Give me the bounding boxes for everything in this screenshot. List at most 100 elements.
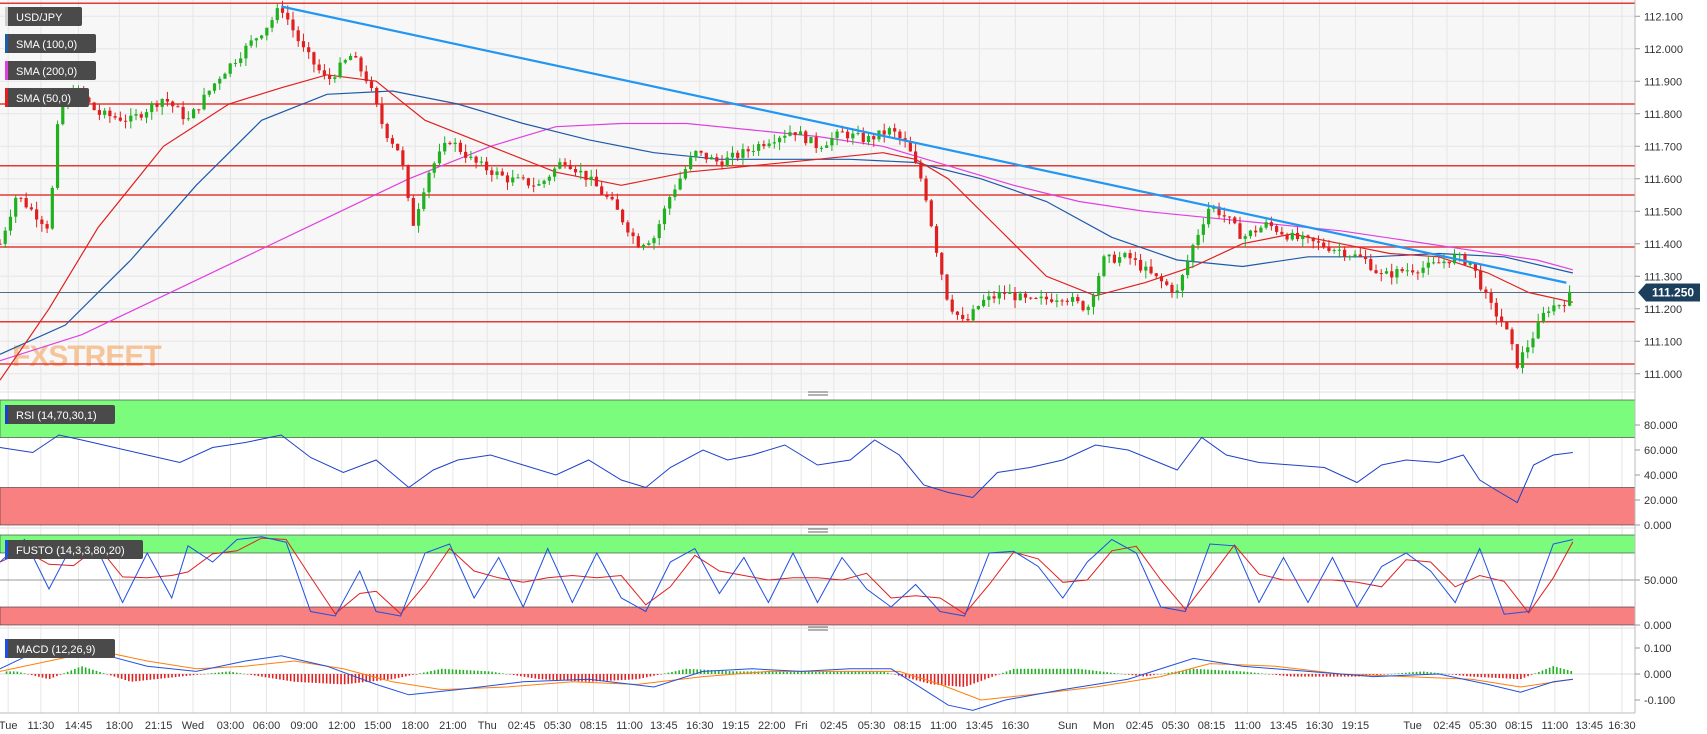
macd-bar <box>897 674 900 676</box>
panel-divider-2[interactable] <box>0 527 1635 533</box>
macd-bar <box>185 674 188 676</box>
candle-112 <box>584 170 588 187</box>
macd-bar <box>1135 674 1137 676</box>
candle-267 <box>1395 265 1399 284</box>
macd-bar <box>530 674 533 678</box>
macd-bar <box>962 674 965 687</box>
macd-bar <box>27 674 29 675</box>
candle-54 <box>280 0 285 19</box>
candle-0 <box>0 239 2 245</box>
macd-bar <box>117 674 119 678</box>
candle-289 <box>1510 327 1514 351</box>
macd-bar <box>1250 672 1252 674</box>
macd-signal-line <box>0 650 1573 701</box>
candle-250 <box>1306 234 1310 244</box>
panel-divider-1[interactable] <box>0 391 1635 396</box>
candle-245 <box>1280 226 1284 236</box>
candle-210 <box>1097 272 1101 301</box>
macd-bar <box>653 674 655 676</box>
candle-242 <box>1264 218 1268 230</box>
macd-bar <box>45 674 47 679</box>
candle-167 <box>872 133 876 147</box>
candle-137 <box>715 153 719 166</box>
sma50-label: SMA (50,0) <box>16 93 71 105</box>
x-axis-label-24: 05:30 <box>858 720 886 732</box>
macd-bar <box>1041 668 1044 674</box>
macd-bar <box>566 674 569 681</box>
panel-divider-3[interactable] <box>0 626 1635 631</box>
macd-bar <box>829 671 832 674</box>
macd-bar <box>5 671 8 674</box>
rsi-oversold-zone <box>0 487 1636 526</box>
candle-223 <box>1165 278 1169 287</box>
rsi-axis-label-3: 60.000 <box>1644 445 1678 457</box>
macd-bar <box>1088 670 1091 674</box>
macd-bar <box>88 668 91 674</box>
candle-68 <box>354 51 358 58</box>
macd-bar <box>146 674 148 681</box>
candle-268 <box>1400 267 1404 274</box>
macd-bar <box>1440 673 1443 674</box>
candle-165 <box>861 127 865 145</box>
trendline-0[interactable] <box>280 5 1567 284</box>
rsi-legend[interactable]: RSI (14,70,30,1) <box>5 405 115 424</box>
candle-82 <box>427 170 431 199</box>
x-axis-label-9: 12:00 <box>328 720 356 732</box>
sma200-legend[interactable]: SMA (200,0) <box>5 61 96 80</box>
candle-138 <box>720 155 724 170</box>
zones-layer <box>0 399 1636 675</box>
macd-bar <box>588 674 591 682</box>
candle-269 <box>1405 263 1410 277</box>
macd-bar <box>1566 670 1569 674</box>
macd-bar <box>610 674 612 681</box>
macd-axis-label-1: 0.000 <box>1644 669 1672 681</box>
candle-113 <box>589 169 593 187</box>
candle-285 <box>1489 288 1493 310</box>
macd-bar <box>462 669 465 674</box>
candle-110 <box>573 166 578 176</box>
macd-bar <box>786 671 788 674</box>
macd-bar <box>243 673 245 675</box>
macd-bar <box>1548 667 1551 674</box>
macd-bar <box>1336 674 1339 677</box>
macd-bar <box>951 674 954 687</box>
candle-28 <box>144 108 149 124</box>
fusto-k-line <box>0 536 1574 617</box>
macd-bar <box>620 674 623 681</box>
symbol-label: USD/JPY <box>16 12 63 24</box>
macd-bar <box>1163 673 1166 674</box>
symbol-legend[interactable]: USD/JPY <box>5 7 82 26</box>
macd-bar <box>1142 674 1144 677</box>
macd-legend[interactable]: MACD (12,26,9) <box>5 639 115 658</box>
trend-layer[interactable] <box>280 5 1567 284</box>
candle-197 <box>1029 296 1033 300</box>
fusto-legend[interactable]: FUSTO (14,3,3,80,20) <box>5 540 143 559</box>
macd-bar <box>646 674 648 678</box>
candle-212 <box>1107 253 1111 264</box>
macd-bar <box>635 674 637 680</box>
macd-bar <box>1502 674 1504 679</box>
candle-8 <box>40 215 44 232</box>
candle-57 <box>296 26 300 47</box>
macd-bar <box>383 674 386 681</box>
candle-71 <box>369 76 374 92</box>
macd-bar <box>840 671 842 674</box>
x-axis-label-17: 11:00 <box>616 720 643 732</box>
macd-bar <box>275 674 278 679</box>
candle-180 <box>940 251 944 281</box>
candle-100 <box>521 174 525 181</box>
sma100-legend[interactable]: SMA (100,0) <box>5 34 96 53</box>
sma50-legend[interactable]: SMA (50,0) <box>5 88 89 107</box>
macd-bar <box>20 672 22 674</box>
candle-145 <box>757 141 761 157</box>
macd-bar <box>520 674 522 677</box>
macd-bar <box>113 674 116 677</box>
candle-193 <box>1008 284 1012 294</box>
x-axis-label-18: 13:45 <box>650 720 678 732</box>
macd-bar <box>1207 669 1209 674</box>
macd-bar <box>984 674 986 680</box>
macd-bar <box>401 674 404 678</box>
macd-bar <box>958 674 961 687</box>
x-axis-label-3: 18:00 <box>106 720 134 732</box>
macd-bar <box>559 674 562 681</box>
